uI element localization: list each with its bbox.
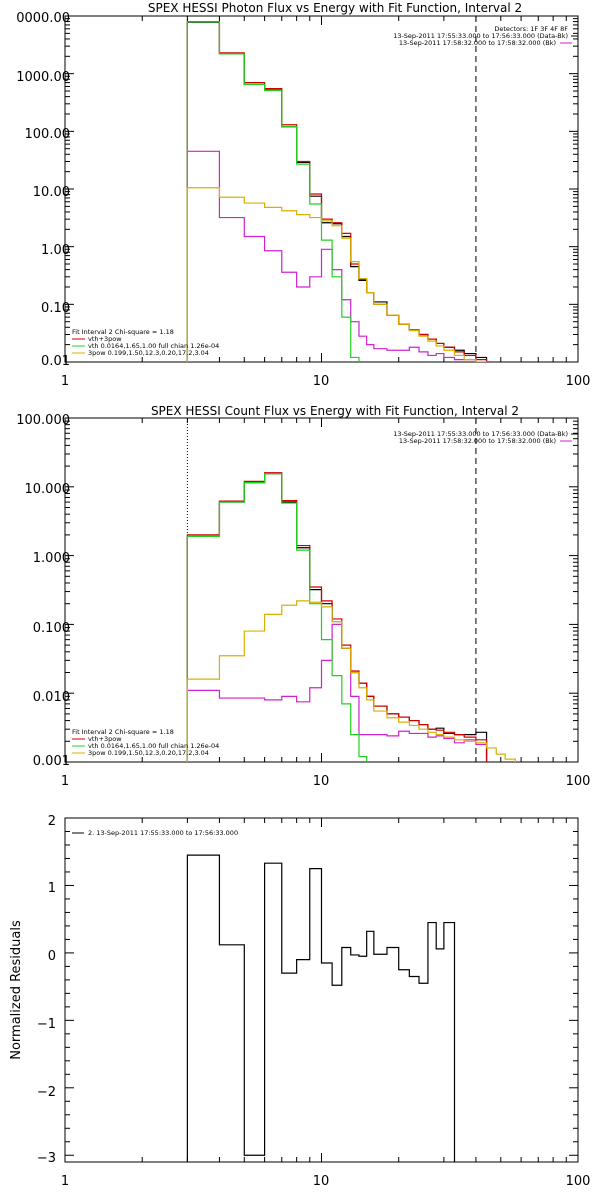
x-tick-label: 100 xyxy=(566,374,591,389)
y-tick-label: 100.000 xyxy=(16,413,70,428)
y-tick-label: 0.10 xyxy=(41,301,70,316)
fit-line: vth 0.0164,1.65,1.00 full chian 1.26e-04 xyxy=(88,342,219,350)
series-line xyxy=(186,21,360,362)
x-tick-label: 10 xyxy=(313,374,330,389)
y-tick-label: 0.100 xyxy=(33,621,70,636)
fit-line: vth+3pow xyxy=(88,335,122,343)
x-tick-label: 1 xyxy=(61,774,69,789)
info-line: 13-Sep-2011 17:55:33.000 to 17:56:33.000… xyxy=(393,430,568,438)
y-tick-label: 0.001 xyxy=(33,754,70,769)
x-tick-label: 10 xyxy=(313,1174,330,1189)
photon-flux-panel: SPEX HESSI Photon Flux vs Energy with Fi… xyxy=(16,1,590,389)
fit-line: 3pow 0.199,1.50,12.3,0.20,17.2,3.04 xyxy=(88,349,209,357)
x-tick-label: 1 xyxy=(61,374,69,389)
info-box: 13-Sep-2011 17:55:33.000 to 17:56:33.000… xyxy=(393,430,568,445)
y-tick-label: 1000.00 xyxy=(16,70,70,85)
y-tick-label: 1 xyxy=(48,881,56,896)
plot-area xyxy=(64,417,579,763)
series-line xyxy=(186,623,488,762)
info-line: 13-Sep-2011 17:58:32.000 to 17:58:32.000… xyxy=(399,39,556,47)
chart-title: SPEX HESSI Photon Flux vs Energy with Fi… xyxy=(148,1,522,15)
residuals-panel: Normalized Residuals 2 1 0 −1 −2 −3 1 10… xyxy=(9,814,590,1189)
x-tick-label: 100 xyxy=(566,774,591,789)
series-line xyxy=(186,21,488,362)
plot-area xyxy=(64,15,579,363)
y-tick-label: 0.010 xyxy=(33,690,70,705)
y-tick-label: −2 xyxy=(37,1085,56,1100)
y-tick-label: −3 xyxy=(37,1151,56,1166)
info-line: 13-Sep-2011 17:58:32.000 to 17:58:32.000… xyxy=(399,437,556,445)
y-tick-label: 10.00 xyxy=(33,185,70,200)
x-tick-label: 1 xyxy=(61,1174,69,1189)
y-tick-label: 0 xyxy=(48,949,56,964)
y-tick-label: −1 xyxy=(37,1017,56,1032)
x-tick-label: 10 xyxy=(313,774,330,789)
y-tick-label: 100.00 xyxy=(25,127,71,142)
legend-label: 2. 13-Sep-2011 17:55:33.000 to 17:56:33.… xyxy=(88,829,238,837)
info-line: Detectors: 1F 3F 4F 8F xyxy=(494,25,568,33)
series-line xyxy=(186,187,488,362)
y-axis-label: Normalized Residuals xyxy=(9,920,24,1060)
y-tick-label: 0000.00 xyxy=(16,11,70,26)
fit-legend: Fit Interval 2 Chi-square = 1.18 vth+3po… xyxy=(72,328,219,357)
fit-line: 3pow 0.199,1.50,12.3,0.20,17.2,3.04 xyxy=(88,749,209,757)
series-line xyxy=(186,600,516,762)
fit-line: Fit Interval 2 Chi-square = 1.18 xyxy=(72,728,174,736)
fit-legend: Fit Interval 2 Chi-square = 1.18 vth+3po… xyxy=(72,728,219,757)
info-box: Detectors: 1F 3F 4F 8F 13-Sep-2011 17:55… xyxy=(393,25,568,47)
y-tick-label: 2 xyxy=(48,814,56,829)
axes-frame xyxy=(64,15,579,363)
y-tick-label: 1.000 xyxy=(33,551,70,566)
y-tick-label: 0.01 xyxy=(41,354,70,369)
series-line xyxy=(186,472,488,762)
series-line xyxy=(186,473,368,762)
fit-line: vth 0.0164,1.65,1.00 full chian 1.26e-04 xyxy=(88,742,219,750)
fit-line: vth+3pow xyxy=(88,735,122,743)
y-tick-label: 1.00 xyxy=(41,243,70,258)
series-line xyxy=(186,20,488,362)
series-line xyxy=(186,150,477,362)
series-line xyxy=(186,473,488,762)
plot-area xyxy=(64,817,579,1163)
info-line: 13-Sep-2011 17:55:33.000 to 17:56:33.000… xyxy=(393,32,568,40)
axis-ticks: 2 1 0 −1 −2 −3 1 10 100 xyxy=(37,814,591,1189)
axis-ticks: 100.000 10.000 1.000 0.100 0.010 0.001 1… xyxy=(16,413,590,789)
legend: 2. 13-Sep-2011 17:55:33.000 to 17:56:33.… xyxy=(72,829,238,837)
axis-ticks: 0000.00 1000.00 100.00 10.00 1.00 0.10 0… xyxy=(16,11,590,389)
chart-title: SPEX HESSI Count Flux vs Energy with Fit… xyxy=(151,404,519,418)
count-flux-panel: SPEX HESSI Count Flux vs Energy with Fit… xyxy=(16,404,590,789)
fit-line: Fit Interval 2 Chi-square = 1.18 xyxy=(72,328,174,336)
series-line xyxy=(186,854,456,1162)
x-tick-label: 100 xyxy=(566,1174,591,1189)
y-tick-label: 10.000 xyxy=(25,482,71,497)
